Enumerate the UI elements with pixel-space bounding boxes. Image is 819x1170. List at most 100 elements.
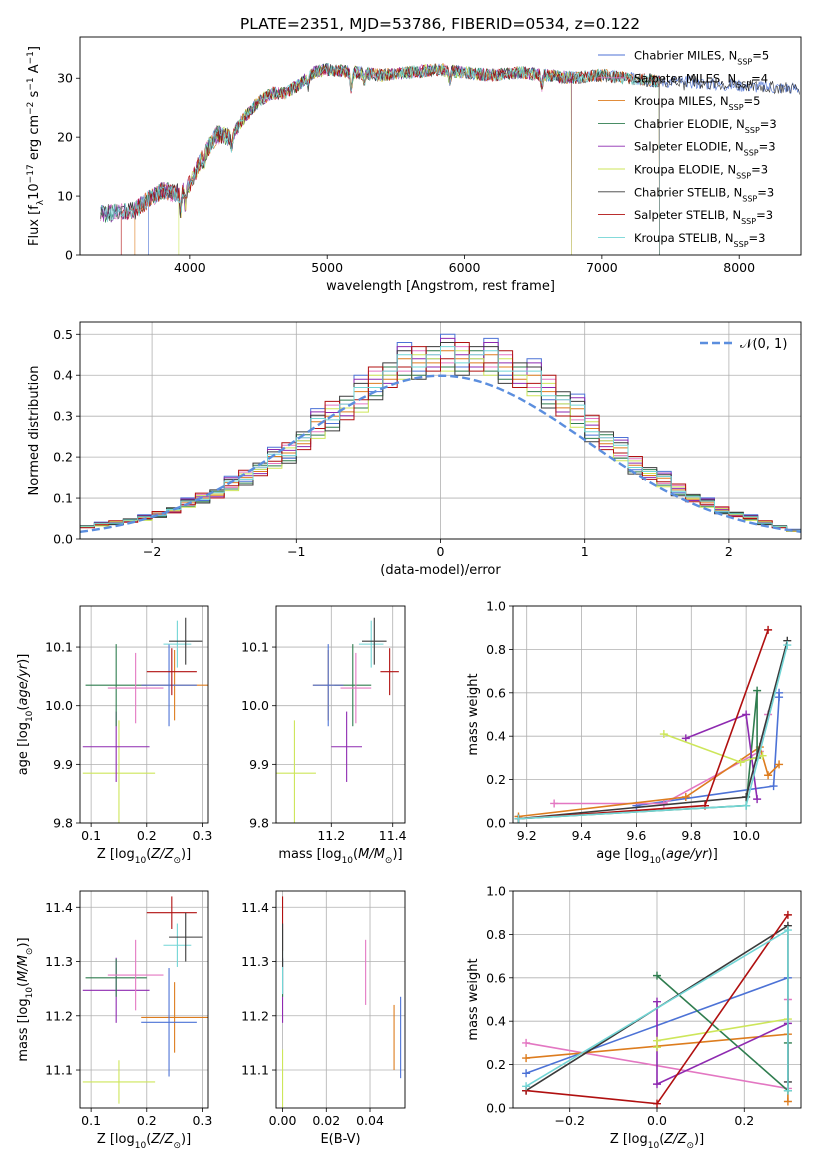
plot-area — [100, 63, 800, 255]
x-tick-label: 11.2 — [317, 828, 345, 843]
weight-marker — [769, 782, 778, 791]
y-axis-label-part: 10 — [25, 987, 35, 999]
x-axis-label-part: 10 — [649, 856, 661, 866]
x-tick-label: −1 — [287, 544, 305, 559]
weight-marker — [753, 686, 762, 695]
panel-mass_weight_vs_Z: −0.2 0.0 0.2 0.0 0.2 0.4 0.6 0.8 1.0 Z [log10(Z/Z… — [466, 884, 802, 1151]
x-axis-label-part: 10 — [135, 1141, 147, 1151]
weight-marker — [758, 751, 767, 760]
x-tick-label: 9.4 — [572, 828, 592, 843]
y-axis-label-part: −17 — [26, 164, 36, 183]
legend-entry: Chabrier ELODIE, NSSP=3 — [634, 117, 777, 134]
x-axis-label-part: wavelength [Angstrom, rest frame] — [326, 279, 555, 294]
x-axis-label-part: ( — [146, 1132, 151, 1147]
y-tick-label: 0.4 — [486, 729, 506, 744]
y-tick-label: 11.3 — [241, 954, 269, 969]
legend-tail: =3 — [759, 140, 776, 154]
x-axis-label-part: ⊙ — [173, 1141, 181, 1151]
x-axis-label-part: )] — [181, 1132, 191, 1147]
weight-marker — [753, 795, 762, 804]
x-axis-label-part: 10 — [135, 856, 147, 866]
figure-title: PLATE=2351, MJD=53786, FIBERID=0534, z=0… — [240, 15, 640, 33]
x-tick-label: 9.6 — [626, 828, 646, 843]
panel-residuals: −2 −1 0 1 2 0.0 0.1 0.2 0.3 0.4 0.5 (data-model)/er… — [27, 321, 802, 578]
y-axis-label-part: mass weight — [466, 958, 481, 1040]
y-tick-label: 0.8 — [486, 642, 506, 657]
x-axis-label-part: age/yr — [666, 847, 709, 862]
y-tick-label: 0.4 — [53, 368, 73, 383]
weight-marker — [514, 814, 523, 823]
x-tick-label: 10.0 — [732, 828, 760, 843]
x-axis-label-part: )] — [392, 847, 402, 862]
y-tick-label: 9.8 — [53, 816, 73, 831]
x-axis-label-part: Z [log — [97, 1132, 135, 1147]
x-tick-label: 0.2 — [734, 1113, 754, 1128]
y-axis-label: Normed distribution — [27, 366, 42, 496]
plot-area — [276, 617, 399, 823]
x-tick-label: 7000 — [586, 260, 618, 275]
x-axis-label-part: ( — [659, 1132, 664, 1147]
y-axis-label: age [log10(age/yr)] — [16, 654, 35, 776]
y-axis-label-part: A — [27, 64, 42, 77]
x-axis-label-part: Z/Z — [150, 847, 174, 862]
y-tick-label: 10.0 — [241, 698, 269, 713]
legend-text: Kroupa ELODIE, N — [634, 163, 736, 177]
x-axis-label-part: Z/Z — [663, 1132, 687, 1147]
weight-marker — [653, 971, 661, 980]
weight-marker — [653, 1099, 661, 1108]
x-axis-label-part: Z [log — [610, 1132, 648, 1147]
plot-area — [514, 625, 792, 823]
y-axis-label-part: Flux [f — [27, 205, 42, 246]
legend-sub: SSP — [736, 80, 751, 89]
legend-tail: =3 — [757, 185, 774, 199]
y-axis-label-part: λ — [36, 199, 46, 205]
weight-marker — [659, 730, 668, 739]
y-tick-label: 0.2 — [486, 772, 506, 787]
x-axis-label-part: )] — [181, 847, 191, 862]
weight-marker — [783, 926, 792, 935]
y-axis-label-part: Normed distribution — [27, 366, 42, 496]
y-tick-label: 0.1 — [53, 491, 73, 506]
x-tick-label: 11.4 — [379, 828, 407, 843]
y-axis-label: Flux [fλ10−17 erg cm−2 s−1 A−1] — [26, 46, 46, 246]
legend-entry: Salpeter STELIB, NSSP=3 — [634, 208, 773, 226]
y-axis-label-part: 10 — [25, 710, 35, 722]
x-tick-label: 0.2 — [137, 1113, 157, 1128]
weight-marker — [681, 792, 690, 801]
y-tick-label: 10.0 — [45, 698, 73, 713]
axes-frame — [79, 605, 209, 824]
y-axis-label-part: ⊙ — [25, 948, 35, 956]
x-tick-label: 0.04 — [356, 1113, 384, 1128]
histogram-kroupa-stelib — [80, 346, 801, 539]
axes-frame — [275, 890, 406, 1109]
x-axis-label-part: age [log — [596, 847, 649, 862]
plot-area — [80, 333, 801, 539]
histogram-salpeter-stelib — [80, 342, 801, 539]
legend-sub: SSP — [729, 103, 744, 112]
x-axis-label-part: ⊙ — [686, 1141, 694, 1151]
y-tick-label: 1.0 — [486, 884, 506, 899]
y-tick-label: 0.0 — [486, 816, 506, 831]
panel-mass_vs_Z: 0.1 0.2 0.311.111.211.311.4Z [log10(Z/Z⊙)]… — [16, 890, 212, 1151]
y-axis-label-part: )] — [16, 654, 31, 664]
weight-marker — [522, 1054, 531, 1063]
x-tick-label: 0.3 — [192, 828, 212, 843]
weight-marker — [653, 997, 661, 1006]
x-axis-label: Z [log10(Z/Z⊙)] — [97, 847, 191, 866]
x-axis-label-part: ⊙ — [385, 856, 393, 866]
axes-frame — [512, 605, 802, 824]
x-tick-label: 1 — [581, 544, 589, 559]
y-axis-label-part: erg cm — [27, 115, 42, 164]
legend-entry: Chabrier MILES, NSSP=5 — [634, 49, 769, 67]
y-axis-label-part: −1 — [26, 77, 36, 90]
weight-marker — [742, 710, 751, 719]
x-tick-label: −2 — [143, 544, 161, 559]
y-tick-label: 9.9 — [53, 757, 73, 772]
y-tick-label: 0.0 — [53, 532, 73, 547]
panel-mass_vs_EBV: 0.00 0.02 0.04 11.1 11.2 11.3 11.4 E(B-V) — [241, 890, 406, 1147]
weight-marker — [764, 625, 773, 634]
panel-spectrum: 4000 5000 6000 7000 8000 0 10 20 30 wavelength [A… — [26, 36, 802, 294]
